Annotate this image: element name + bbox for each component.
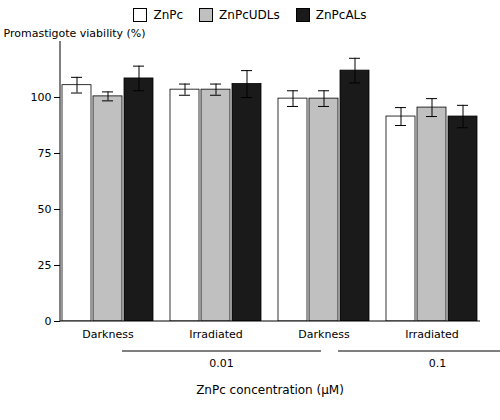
- svg-text:25: 25: [38, 259, 52, 272]
- svg-text:0.01: 0.01: [209, 357, 234, 370]
- html-text:ZnPcALs: ZnPcALs: [315, 8, 367, 22]
- svg-text:0.1: 0.1: [429, 357, 447, 370]
- svg-text:Darkness: Darkness: [298, 328, 350, 341]
- svg-text:0: 0: [45, 315, 52, 328]
- svg-text:Darkness: Darkness: [82, 328, 134, 341]
- svg-text:100: 100: [31, 91, 52, 104]
- svg-text:50: 50: [38, 203, 52, 216]
- html-text:ZnPc: ZnPc: [153, 8, 184, 22]
- svg-text:Irradiated: Irradiated: [189, 328, 243, 341]
- svg-text:ZnPc concentration (μM): ZnPc concentration (μM): [196, 383, 344, 397]
- svg-text:Promastigote viability (%): Promastigote viability (%): [4, 27, 146, 40]
- svg-text:Irradiated: Irradiated: [405, 328, 459, 341]
- html-text:ZnPcUDLs: ZnPcUDLs: [219, 8, 280, 22]
- svg-text:75: 75: [38, 147, 52, 160]
